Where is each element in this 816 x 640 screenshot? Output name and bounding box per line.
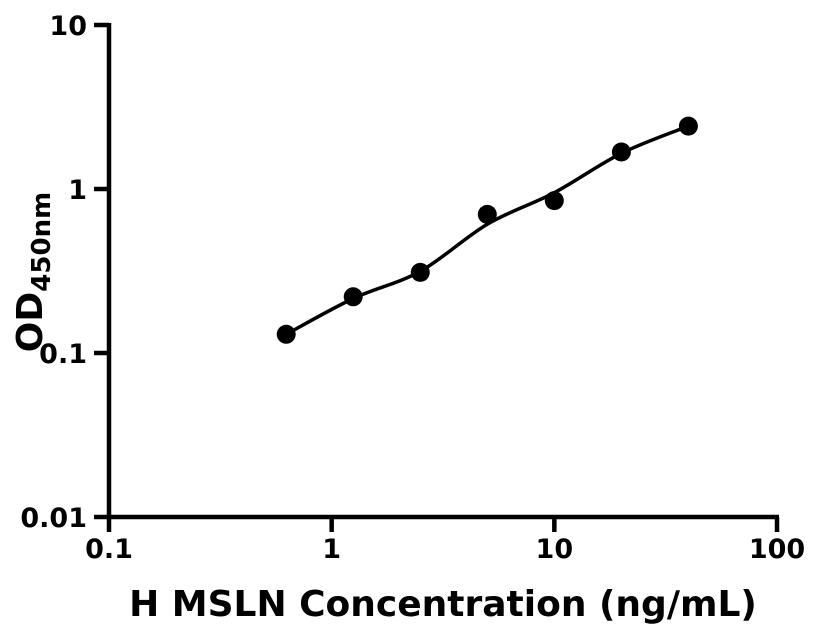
x-axis-title: H MSLN Concentration (ng/mL) xyxy=(129,584,757,625)
data-point xyxy=(477,204,497,224)
y-tick-label: 0.01 xyxy=(20,503,87,534)
axes-spines xyxy=(106,23,779,520)
y-tick-label: 0.1 xyxy=(39,339,87,370)
data-point xyxy=(276,324,296,344)
x-tick-label: 10 xyxy=(536,534,574,565)
y-tick-label: 10 xyxy=(49,11,87,42)
data-point xyxy=(544,191,564,211)
y-axis-title: OD450nm xyxy=(10,192,57,352)
x-tick-label: 0.1 xyxy=(85,534,133,565)
y-axis-title-main: OD xyxy=(10,292,51,353)
data-point xyxy=(611,142,631,162)
x-tick-label: 100 xyxy=(749,534,805,565)
data-point xyxy=(343,287,363,307)
data-point xyxy=(410,262,430,282)
y-axis-title-subscript: 450nm xyxy=(27,192,57,292)
x-tick-label: 1 xyxy=(322,534,341,565)
data-point xyxy=(678,116,698,136)
y-tick-label: 1 xyxy=(68,175,87,206)
